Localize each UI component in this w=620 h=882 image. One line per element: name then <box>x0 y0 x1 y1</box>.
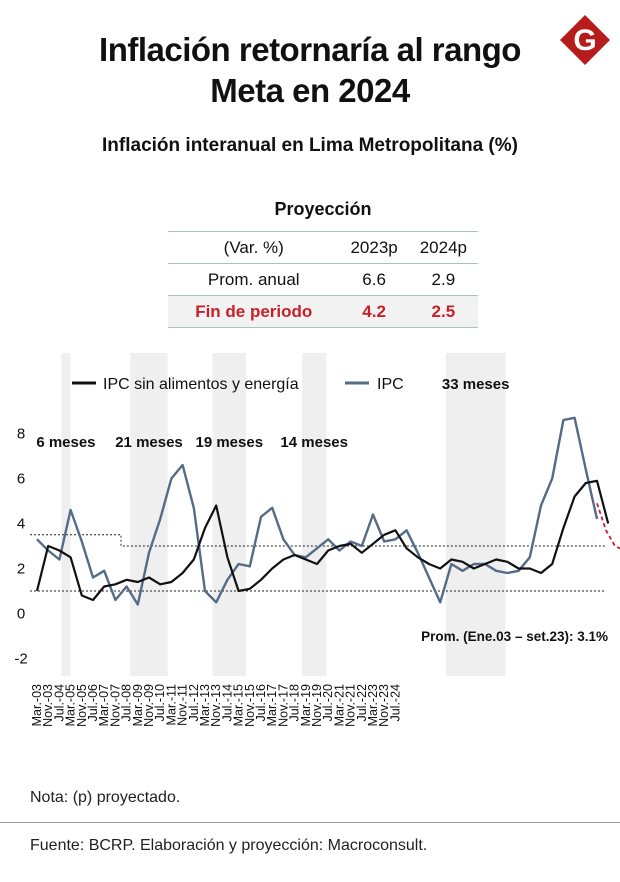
x-tick-label: Nov.-19 <box>310 684 324 727</box>
table-cell: 6.6 <box>339 263 409 296</box>
x-tick-label: Jul.-10 <box>153 684 167 722</box>
x-tick-label: Jul.-14 <box>220 684 234 722</box>
footnote: Nota: (p) proyectado. <box>30 789 181 806</box>
core-inflation-line <box>35 479 610 602</box>
table-header-cell: 2024p <box>408 231 478 264</box>
table-row: Prom. anual 6.6 2.9 <box>168 263 478 296</box>
x-tick-label: Mar.-07 <box>97 684 111 726</box>
x-tick-label: Nov.-11 <box>176 684 190 726</box>
x-tick-label: Nov.-13 <box>209 684 223 727</box>
x-tick-label: Mar.-21 <box>332 684 346 726</box>
average-label: Prom. (Ene.03 – set.23): 3.1% <box>421 629 608 644</box>
period-label: 21 meses <box>115 434 183 451</box>
legend-label-ipc: IPC <box>377 376 404 393</box>
x-tick-label: Nov.-05 <box>75 684 89 727</box>
x-tick-label: Jul.-20 <box>321 684 335 722</box>
x-tick-label: Jul.-04 <box>52 684 66 722</box>
x-tick-label: Jul.-12 <box>187 684 201 722</box>
table-row-highlight: Fin de periodo 4.2 2.5 <box>168 295 478 328</box>
projection-table: (Var. %) 2023p 2024p Prom. anual 6.6 2.9… <box>168 231 478 328</box>
title-line-2: Meta en 2024 <box>210 72 410 109</box>
shaded-period <box>445 353 506 676</box>
chart-subtitle: Inflación interanual en Lima Metropolita… <box>102 135 518 156</box>
source-text: Fuente: BCRP. Elaboración y proyección: … <box>30 837 428 854</box>
x-tick-label: Nov.-03 <box>41 684 55 727</box>
x-tick-label: Jul.-16 <box>254 684 268 722</box>
legend-label-core: IPC sin alimentos y energía <box>103 376 299 393</box>
x-tick-label: Nov.-17 <box>276 684 290 727</box>
table-cell: Prom. anual <box>168 263 340 296</box>
x-tick-label: Jul.-06 <box>86 684 100 722</box>
x-tick-label: Mar.-19 <box>299 684 313 726</box>
y-tick-label: 0 <box>17 606 25 623</box>
x-tick-label: Mar.-17 <box>265 684 279 726</box>
x-tick-label: Mar.-03 <box>30 684 44 726</box>
period-label: 14 meses <box>280 434 348 451</box>
ipc-line <box>36 416 599 606</box>
table-cell: Fin de periodo <box>168 295 340 328</box>
x-tick-label: Nov.-21 <box>344 684 358 727</box>
table-cell: 2.9 <box>408 263 478 296</box>
x-tick-label: Mar.-11 <box>164 684 178 725</box>
y-tick-label: 8 <box>17 426 25 443</box>
x-tick-label: Jul.-24 <box>388 684 402 722</box>
projection-line <box>596 503 620 550</box>
table-cell: 4.2 <box>339 295 409 328</box>
x-tick-label: Nov.-09 <box>142 684 156 727</box>
y-tick-label: 2 <box>17 561 25 578</box>
x-tick-label: Mar.-23 <box>366 684 380 726</box>
period-label: 19 meses <box>195 434 263 451</box>
period-label: 33 meses <box>442 376 510 393</box>
x-tick-label: Jul.-18 <box>288 684 302 722</box>
y-tick-label: -2 <box>14 651 27 668</box>
x-tick-label: Jul.-22 <box>355 684 369 722</box>
y-tick-label: 4 <box>17 516 25 533</box>
brand-logo-icon: G <box>560 15 610 65</box>
x-tick-label: Mar.-05 <box>64 684 78 726</box>
shaded-period <box>302 353 327 676</box>
divider <box>0 822 620 823</box>
y-tick-label: 6 <box>17 471 25 488</box>
projection-title: Proyección <box>274 199 372 219</box>
logo-letter: G <box>573 24 596 57</box>
table-cell: 2.5 <box>408 295 478 328</box>
x-tick-label: Nov.-07 <box>108 684 122 727</box>
table-header-row: (Var. %) 2023p 2024p <box>168 231 478 264</box>
x-tick-label: Mar.-15 <box>232 684 246 726</box>
x-tick-label: Jul.-08 <box>120 684 134 722</box>
table-header-cell: 2023p <box>339 231 409 264</box>
x-tick-label: Mar.-09 <box>131 684 145 726</box>
table-header-cell: (Var. %) <box>168 231 340 264</box>
shaded-period <box>61 353 71 676</box>
x-tick-label: Nov.-23 <box>377 684 391 727</box>
period-label: 6 meses <box>36 434 95 451</box>
x-tick-label: Nov.-15 <box>243 684 257 727</box>
x-tick-label: Mar.-13 <box>198 684 212 726</box>
title-line-1: Inflación retornaría al rango <box>99 31 521 68</box>
